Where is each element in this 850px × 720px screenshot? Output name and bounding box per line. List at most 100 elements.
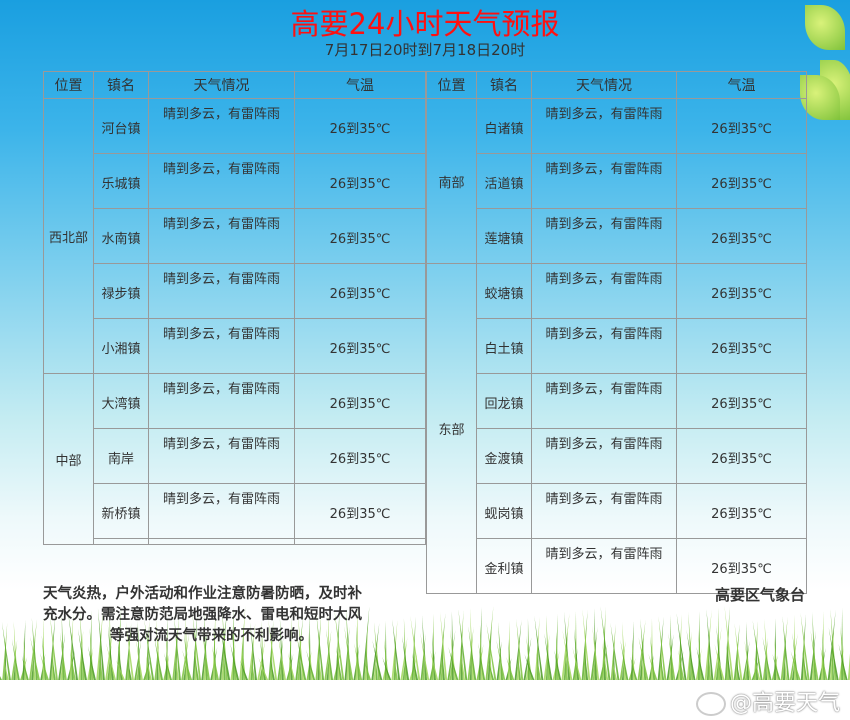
weather-condition: 晴到多云，有雷阵雨 — [531, 428, 677, 484]
table-row: 乐城镇 晴到多云，有雷阵雨 26到35℃ — [44, 153, 426, 209]
grass-blade — [68, 612, 79, 680]
grass-blade — [362, 606, 370, 680]
grass-blade — [601, 607, 606, 680]
temperature-range: 26到35℃ — [294, 153, 426, 209]
grass-blade — [125, 622, 134, 680]
grass-blade — [619, 641, 626, 680]
table-row-empty — [44, 538, 426, 545]
grass-blade — [172, 616, 180, 680]
grass-blade — [632, 639, 636, 680]
grass-blade — [69, 649, 76, 680]
table-row: 东部 蛟塘镇 晴到多云，有雷阵雨 26到35℃ — [426, 263, 807, 594]
grass-blade — [87, 646, 96, 680]
grass-blade — [269, 656, 275, 680]
grass-blade — [638, 637, 649, 680]
grass-blade — [251, 659, 255, 680]
temperature-range: 26到35℃ — [676, 98, 807, 154]
weibo-watermark: @高要天气 — [695, 685, 840, 717]
grass-blade — [782, 616, 790, 680]
grass-blade — [201, 630, 208, 680]
grass-blade — [752, 620, 763, 680]
grass-blade — [713, 627, 722, 680]
empty-cell — [148, 538, 295, 545]
weather-condition: 晴到多云，有雷阵雨 — [148, 483, 295, 539]
grass-blade — [832, 646, 835, 680]
grass-blade — [39, 653, 49, 680]
town-name: 回龙镇 — [476, 373, 532, 429]
grass-blade — [441, 649, 445, 680]
grass-blade — [364, 660, 372, 680]
grass-blade — [657, 617, 664, 680]
header-position: 位置 — [43, 71, 94, 99]
header-temperature: 气温 — [676, 71, 807, 99]
issuing-organization: 高要区气象台 — [714, 586, 805, 604]
grass-blade — [59, 632, 67, 680]
grass-blade — [288, 653, 296, 680]
grass-blade — [315, 613, 322, 680]
town-name: 大湾镇 — [93, 373, 149, 429]
grass-blade — [524, 654, 535, 680]
advisory-line: 充水分。需注意防范局地强降水、雷电和短时大风 — [43, 607, 362, 623]
grass-blade — [326, 629, 334, 680]
grass-blade — [478, 643, 486, 680]
grass-blade — [536, 653, 542, 680]
table-row: 南岸 晴到多云，有雷阵雨 26到35℃ — [44, 428, 426, 484]
table-row: 白土镇 晴到多云，有雷阵雨 26到35℃ — [427, 318, 807, 374]
grass-blade — [572, 647, 582, 680]
table-row: 蚬岗镇 晴到多云，有雷阵雨 26到35℃ — [427, 483, 807, 539]
weather-condition: 晴到多云，有雷阵雨 — [148, 318, 295, 374]
grass-blade — [80, 648, 83, 680]
grass-blade — [420, 633, 430, 680]
town-name: 白诸镇 — [476, 98, 532, 154]
grass-blade — [41, 635, 47, 680]
grass-blade — [581, 610, 588, 680]
grass-blade — [268, 620, 274, 680]
temperature-range: 26到35℃ — [676, 318, 807, 374]
grass-blade — [753, 621, 758, 680]
town-name: 蛟塘镇 — [476, 263, 532, 319]
grass-blade — [2, 623, 8, 680]
town-name: 河台镇 — [93, 98, 149, 154]
grass-blade — [299, 652, 302, 680]
grass-blade — [544, 633, 553, 680]
grass-blade — [175, 652, 179, 680]
temperature-range: 26到35℃ — [294, 263, 426, 319]
town-name: 南岸 — [93, 428, 149, 484]
header-weather: 天气情况 — [531, 71, 677, 99]
grass-blade — [430, 650, 439, 680]
grass-blade — [724, 607, 730, 680]
grass-blade — [648, 654, 658, 680]
grass-blade — [610, 623, 620, 680]
grass-blade — [239, 606, 246, 680]
grass-blade — [127, 659, 132, 680]
weather-condition: 晴到多云，有雷阵雨 — [531, 263, 677, 319]
grass-blade — [630, 657, 638, 680]
header-town: 镇名 — [476, 71, 532, 99]
table-row: 禄步镇 晴到多云，有雷阵雨 26到35℃ — [44, 263, 426, 319]
temperature-range: 26到35℃ — [294, 208, 426, 264]
town-name: 活道镇 — [476, 153, 532, 209]
grass-blade — [334, 609, 345, 680]
grass-blade — [106, 643, 117, 680]
grass-blade — [422, 652, 425, 680]
town-name: 金渡镇 — [476, 428, 532, 484]
grass-blade — [375, 659, 378, 680]
grass-blade — [704, 610, 712, 680]
grass-blade — [450, 629, 457, 680]
grass-blade — [696, 647, 705, 680]
grass-blade — [268, 619, 278, 680]
grass-blade — [467, 627, 474, 680]
grass-blade — [412, 653, 419, 680]
empty-cell — [93, 538, 149, 545]
grass-blade — [192, 613, 198, 680]
grass-blade — [13, 658, 16, 680]
grass-blade — [51, 652, 56, 680]
grass-blade — [105, 626, 114, 680]
grass-blade — [469, 645, 472, 680]
grass-blade — [744, 640, 752, 680]
temperature-range: 26到35℃ — [294, 98, 426, 154]
grass-blade — [316, 612, 325, 680]
header-weather: 天气情况 — [148, 71, 295, 99]
header-position: 位置 — [426, 71, 477, 99]
grass-blade — [545, 652, 548, 680]
